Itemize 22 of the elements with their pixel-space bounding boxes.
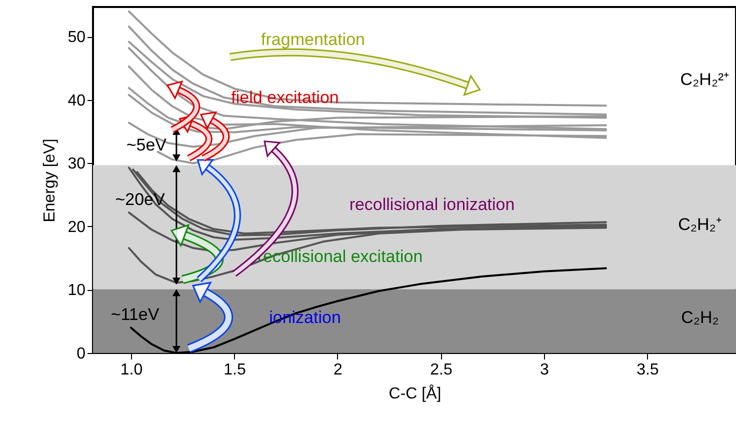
annotation: ~5eV [126,136,168,155]
y-tick-label: 20 [68,218,86,236]
annotation: fragmentation [261,30,365,49]
annotation: ~11eV [110,305,160,324]
x-axis-title: C-C [Å] [388,384,442,402]
x-tick-label: 2 [334,362,343,378]
x-tick-label: 2.5 [430,362,452,378]
x-tick-label: 1.5 [224,362,246,378]
annotation: field excitation [231,88,339,107]
annotation: C₂H₂⁺ [678,215,722,234]
y-tick-label: 50 [68,29,86,46]
x-tick-label: 3 [540,362,550,378]
y-tick-label: 10 [68,282,86,300]
y-tick-label: 0 [76,346,86,362]
x-tick-label: 1.0 [120,362,143,378]
annotation: recollisional ionization [349,195,515,214]
x-tick-label: 3.5 [636,362,659,378]
y-axis-title: Energy [eV] [42,138,59,222]
y-tick-label: 40 [68,92,86,110]
annotation: C₂H₂ [681,308,719,327]
y-tick-label: 30 [68,156,86,173]
annotation: C₂H₂²⁺ [680,70,730,89]
